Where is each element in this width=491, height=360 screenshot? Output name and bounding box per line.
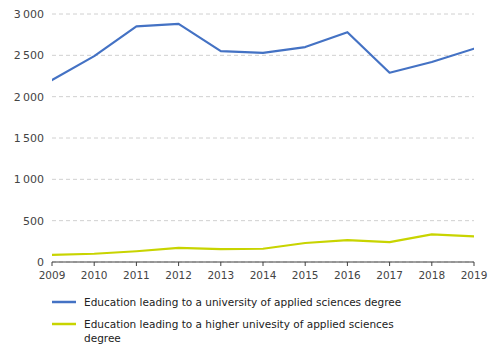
- grid-line: [52, 138, 474, 139]
- series-line: [52, 234, 474, 255]
- x-tick: [431, 262, 432, 266]
- y-tick-label: 1 500: [14, 132, 44, 145]
- legend-swatch: [52, 301, 76, 304]
- x-axis: 2009 2010 2011 2012 2013 2014 2015 2016 2017 2018…: [39, 262, 488, 281]
- x-tick: [178, 262, 179, 266]
- x-tick-label: 2017: [376, 269, 403, 281]
- legend-label-line: Education leading to a higher univesity …: [84, 318, 394, 330]
- grid-line: [52, 179, 474, 180]
- y-axis: 0 500 1 000 1 500 2 000 2 500 3 000: [14, 8, 474, 269]
- y-tick-label: 2 000: [14, 91, 44, 104]
- x-tick: [347, 262, 348, 266]
- x-tick: [220, 262, 221, 266]
- x-tick: [474, 262, 475, 266]
- y-tick-label: 2 500: [14, 49, 44, 62]
- y-tick-label: 0: [37, 256, 44, 269]
- x-tick-label: 2018: [418, 269, 445, 281]
- legend-swatch: [52, 323, 76, 326]
- grid-line: [52, 14, 474, 15]
- x-tick: [389, 262, 390, 266]
- y-tick-label: 1 000: [14, 173, 44, 186]
- x-tick-label: 2012: [165, 269, 192, 281]
- grid-line: [52, 96, 474, 97]
- series-line: [52, 24, 474, 80]
- x-tick: [94, 262, 95, 266]
- legend-label-line: Education leading to a university of app…: [84, 296, 401, 308]
- x-tick-label: 2016: [334, 269, 361, 281]
- y-tick-label: 3 000: [14, 8, 44, 21]
- x-tick: [305, 262, 306, 266]
- y-tick-label: 500: [23, 215, 44, 228]
- x-tick-label: 2013: [207, 269, 234, 281]
- x-tick: [136, 262, 137, 266]
- x-tick: [52, 262, 53, 266]
- chart: 0 500 1 000 1 500 2 000 2 500 3 000 2009 2010 201…: [0, 0, 491, 360]
- grid-line: [52, 220, 474, 221]
- x-tick-label: 2011: [123, 269, 150, 281]
- x-tick-label: 2015: [292, 269, 319, 281]
- x-tick-label: 2010: [81, 269, 108, 281]
- legend-label: Education leading to a higher univesity …: [84, 318, 394, 344]
- x-tick-label: 2019: [461, 269, 488, 281]
- legend-label-line: degree: [84, 332, 121, 344]
- x-tick-label: 2014: [250, 269, 277, 281]
- x-tick-label: 2009: [39, 269, 66, 281]
- grid-line: [52, 55, 474, 56]
- legend-label: Education leading to a university of app…: [84, 296, 401, 308]
- lines: [52, 24, 474, 255]
- legend: Education leading to a university of app…: [52, 296, 401, 344]
- x-tick: [263, 262, 264, 266]
